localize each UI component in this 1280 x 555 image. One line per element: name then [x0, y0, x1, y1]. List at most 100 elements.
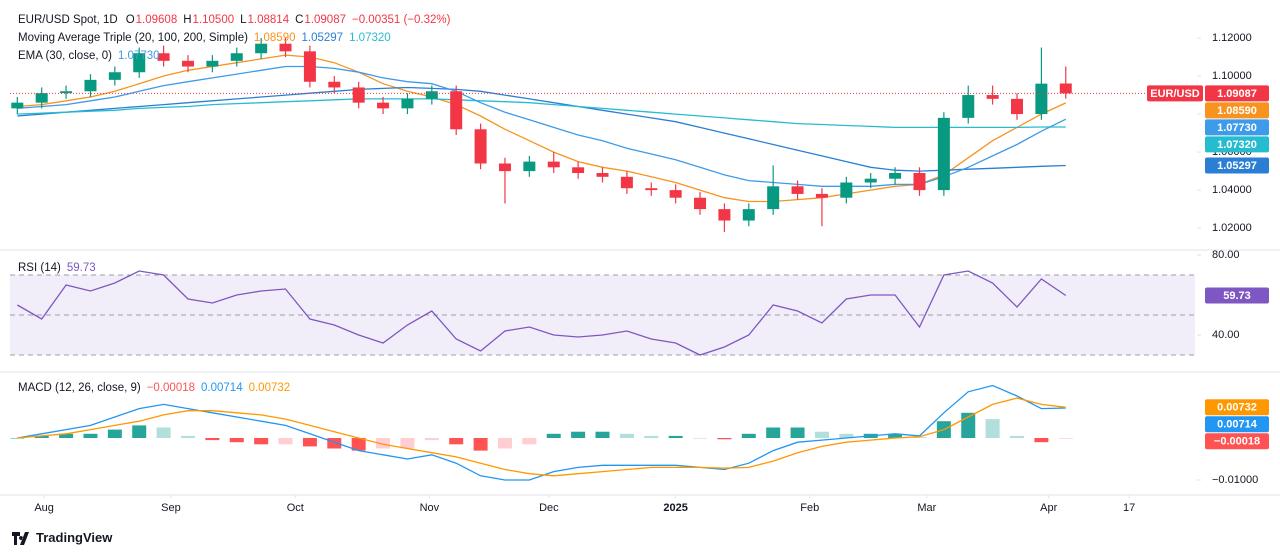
moving-average-line	[17, 86, 1066, 172]
candle-body	[181, 60, 194, 67]
ohlc-value: 1.10500	[192, 14, 235, 26]
candle-body	[352, 87, 365, 103]
indicator-value: 1.05297	[301, 32, 344, 44]
price-label-bg	[1205, 433, 1269, 450]
price-label: 1.07320	[1205, 136, 1269, 153]
candle-body	[11, 102, 24, 109]
candle-body	[962, 95, 975, 118]
price-label: 1.09087 EUR/USD	[1147, 85, 1269, 102]
x-tick-label: Dec	[539, 502, 559, 514]
macd-histogram-bar	[814, 431, 829, 439]
candle-body	[133, 53, 146, 73]
macd-histogram-bar	[156, 427, 171, 439]
ohlc-key: C	[295, 14, 304, 26]
macd-histogram-bar	[985, 419, 1000, 439]
candle-body	[669, 190, 682, 198]
macd-histogram-bar	[1010, 435, 1025, 439]
candle-body	[620, 176, 633, 189]
y-tick-label: 1.02000	[1212, 222, 1252, 234]
price-label: 0.00714	[1205, 416, 1269, 433]
candle-body	[157, 53, 170, 61]
moving-average-line	[17, 54, 1067, 203]
macd-histogram-bar	[107, 429, 122, 439]
rsi-band	[10, 275, 1195, 355]
macd-histogram-bar	[1034, 438, 1049, 443]
price-label: 1.05297	[1205, 157, 1269, 174]
candle-body	[230, 53, 243, 61]
candle-body	[840, 182, 853, 198]
candle-body	[986, 95, 999, 99]
rsi-line	[16, 270, 1067, 356]
candle-body	[596, 173, 609, 177]
indicator-title: MACD (12, 26, close, 9)	[18, 382, 141, 394]
x-tick-label: Sep	[161, 502, 181, 514]
candle-body	[889, 173, 902, 179]
macd-histogram-bar	[83, 433, 98, 439]
indicator-value: 1.07730	[117, 50, 160, 62]
candle-body	[1011, 98, 1024, 115]
indicator-value: 59.73	[66, 262, 96, 274]
price-label-bg	[1205, 102, 1269, 119]
x-tick-label: 2025	[663, 502, 687, 514]
macd-histogram-bar	[619, 433, 634, 439]
macd-histogram-bar	[449, 438, 464, 445]
candle-body	[937, 117, 950, 191]
macd-histogram-bar	[229, 438, 244, 443]
macd-histogram-bar	[571, 431, 586, 439]
price-label-text: 0.00732	[1217, 402, 1257, 414]
price-label: −0.00018	[1205, 433, 1269, 450]
macd-histogram-bar	[766, 427, 781, 439]
candle-body	[303, 51, 316, 82]
y-tick-label: 40.00	[1212, 329, 1240, 341]
price-label-bg	[1205, 85, 1269, 102]
macd-histogram-bar	[10, 438, 25, 439]
symbol-label-bg	[1147, 85, 1203, 102]
x-tick-label: Feb	[800, 502, 819, 514]
macd-histogram-bar	[34, 435, 49, 439]
legend-row: EUR/USD Spot, 1D O1.09608 H1.10500 L1.08814…	[18, 12, 456, 28]
candle-body	[35, 93, 48, 103]
macd-histogram-bar	[327, 438, 342, 449]
candle-body	[425, 91, 438, 99]
indicator-value: 1.07320	[349, 32, 391, 44]
candle-body	[694, 197, 707, 210]
price-label: 1.07730	[1205, 119, 1269, 136]
candle-body	[108, 72, 121, 80]
price-label-bg	[1205, 399, 1269, 416]
macd-histogram-bar	[254, 438, 269, 445]
ohlc-key: H	[183, 14, 192, 26]
macd-histogram-bar	[741, 433, 756, 439]
candle-body	[718, 209, 731, 221]
indicator-value: 1.08590	[253, 32, 296, 44]
ohlc-key: O	[125, 14, 135, 26]
price-label-bg	[1205, 136, 1269, 153]
macd-histogram-bar	[1058, 438, 1073, 439]
candle-body	[645, 188, 658, 191]
indicator-title: EMA (30, close, 0)	[18, 50, 112, 62]
ohlc-value: 1.08814	[247, 14, 290, 26]
ohlc-value: 1.09087	[304, 14, 346, 26]
macd-histogram-bar	[595, 431, 610, 439]
x-tick-label: 17	[1123, 502, 1135, 514]
legend-row: EMA (30, close, 0) 1.07730	[18, 48, 166, 64]
change-value: −0.00351 (−0.32%)	[352, 14, 451, 26]
candle-body	[523, 161, 536, 172]
price-label-bg	[1205, 119, 1269, 136]
macd-histogram-bar	[839, 433, 854, 439]
candle-body	[84, 79, 97, 92]
legend-title: EUR/USD Spot, 1D	[18, 14, 118, 26]
x-tick-label: Aug	[34, 502, 54, 514]
price-label: 1.08590	[1205, 102, 1269, 119]
macd-histogram-bar	[132, 425, 147, 439]
macd-histogram-bar	[693, 438, 708, 439]
candle-body	[767, 186, 780, 210]
macd-histogram-bar	[546, 433, 561, 439]
candle-body	[450, 91, 463, 130]
legend-row: Moving Average Triple (20, 100, 200, Sim…	[18, 30, 397, 46]
candle-body	[474, 129, 487, 164]
brand-name: TradingView	[36, 530, 113, 545]
macd-histogram-bar	[59, 433, 74, 439]
ohlc-value: 1.09608	[135, 14, 178, 26]
macd-histogram-bar	[400, 438, 415, 449]
